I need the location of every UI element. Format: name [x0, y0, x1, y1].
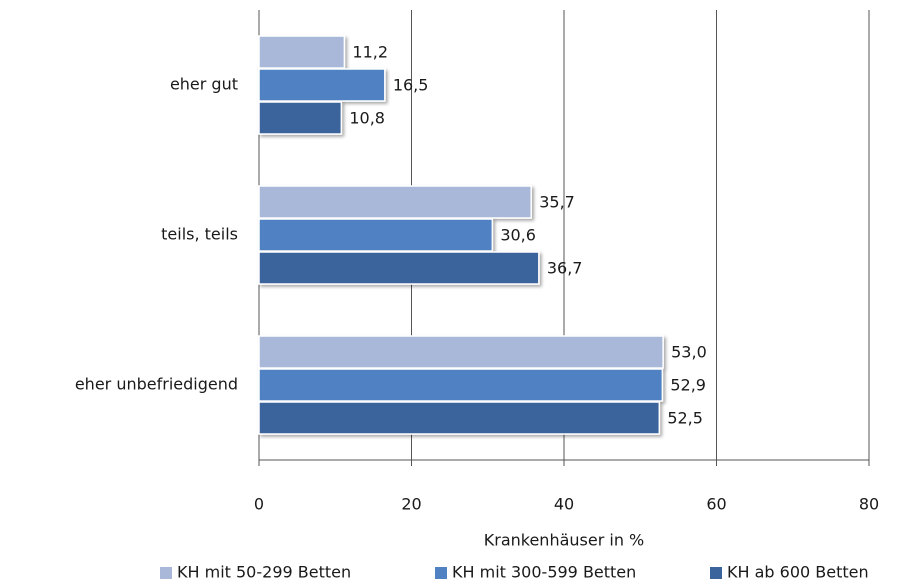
- bar: [258, 251, 540, 285]
- bar: [258, 218, 494, 252]
- value-label: 35,7: [539, 193, 575, 212]
- y-tick-label: eher unbefriedigend: [75, 375, 238, 394]
- value-label: 11,2: [352, 43, 388, 62]
- legend-swatch: [435, 567, 447, 579]
- legend-label: KH mit 50-299 Betten: [177, 563, 351, 582]
- value-label: 53,0: [671, 343, 707, 362]
- legend-label: KH ab 600 Betten: [727, 563, 869, 582]
- value-label: 30,6: [500, 226, 536, 245]
- bar: [258, 68, 386, 102]
- y-tick-label: eher gut: [170, 75, 238, 94]
- bar: [258, 335, 664, 369]
- value-label: 16,5: [393, 76, 429, 95]
- x-tick-label: 60: [706, 495, 726, 514]
- value-label: 52,5: [667, 409, 703, 428]
- x-axis-label: Krankenhäuser in %: [484, 531, 645, 550]
- x-tick-label: 80: [859, 495, 879, 514]
- legend-swatch: [160, 567, 172, 579]
- x-tick-label: 40: [554, 495, 574, 514]
- y-tick-label: teils, teils: [161, 225, 238, 244]
- value-label: 52,9: [670, 376, 706, 395]
- legend-label: KH mit 300-599 Betten: [452, 563, 636, 582]
- bar: [258, 368, 664, 402]
- bar: [258, 35, 346, 69]
- legend-swatch: [710, 567, 722, 579]
- x-tick-label: 20: [401, 495, 421, 514]
- value-label: 10,8: [349, 109, 385, 128]
- bar: [258, 401, 661, 435]
- bar: [258, 185, 532, 219]
- x-tick-label: 0: [254, 495, 264, 514]
- bar: [258, 101, 343, 135]
- value-label: 36,7: [547, 259, 583, 278]
